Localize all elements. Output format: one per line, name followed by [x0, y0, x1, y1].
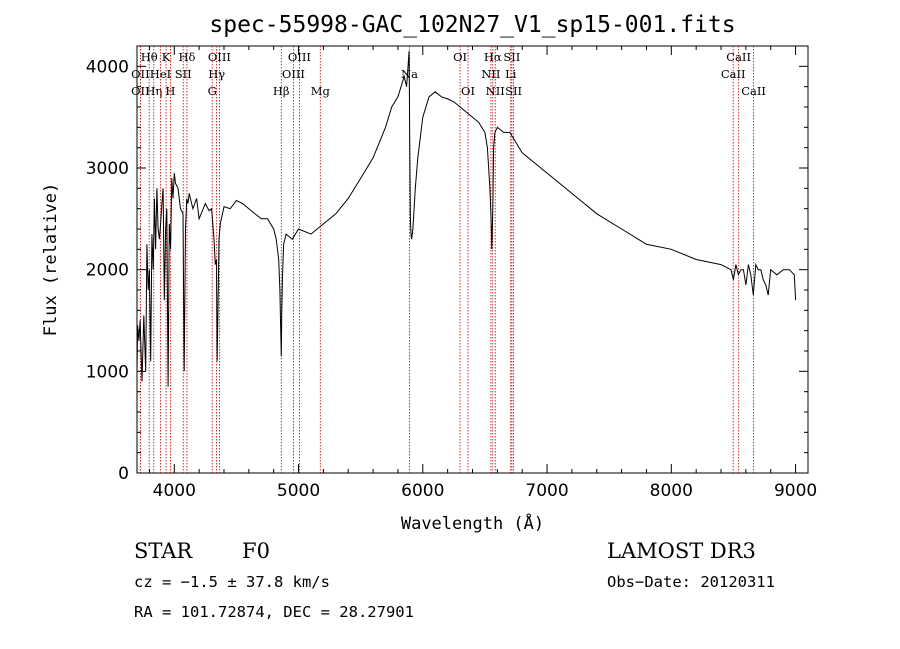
spectral-line-label: OIII: [288, 50, 311, 64]
plot-frame: [136, 45, 809, 474]
spectral-line-label: OIII: [208, 50, 231, 64]
spectral-line-label: NII: [486, 84, 505, 98]
spectral-line-label: OI: [461, 84, 475, 98]
redshift-readout: cz = −1.5 ± 37.8 km/s: [134, 573, 330, 591]
spectral-line-label: Hδ: [178, 50, 195, 64]
spectral-line-label: CaII: [726, 50, 751, 64]
spectral-line-label: NII: [481, 67, 500, 81]
spectrum-series-line: [136, 51, 797, 387]
x-tick-label: 6000: [401, 481, 444, 501]
x-tick-label: 7000: [525, 481, 568, 501]
y-tick-label: 3000: [86, 159, 129, 179]
spectral-line-label: Li: [505, 67, 517, 81]
obs-date: Obs−Date: 20120311: [607, 573, 775, 591]
spectral-line-label: OIII: [282, 67, 305, 81]
x-tick-label: 4000: [153, 481, 196, 501]
object-class: STAR: [134, 539, 193, 563]
spectral-line-label: CaII: [721, 67, 746, 81]
spectral-line-label: SII: [503, 50, 520, 64]
y-tick-label: 4000: [86, 57, 129, 77]
spectral-line-label: Hη: [145, 84, 162, 98]
spectral-line-label: SII: [175, 67, 192, 81]
x-axis-label: Wavelength (Å): [401, 512, 544, 534]
spectral-line-label: SII: [505, 84, 522, 98]
x-tick-label: 5000: [277, 481, 320, 501]
spectral-line-label: Hγ: [208, 67, 225, 81]
spectral-line-label: CaII: [741, 84, 766, 98]
y-tick-label: 2000: [86, 261, 129, 281]
survey-label: LAMOST DR3: [607, 539, 756, 563]
spectral-line-label: H: [165, 84, 175, 98]
spectral-line-label: G: [208, 84, 217, 98]
spectral-line-label: Hθ: [141, 50, 158, 64]
spectral-line-label: Mg: [311, 84, 331, 98]
y-tick-label: 0: [118, 464, 129, 484]
spectral-line-label: OI: [453, 50, 467, 64]
spectral-line-label: K: [162, 50, 171, 64]
y-axis-label: Flux (relative): [41, 183, 61, 337]
x-tick-label: 8000: [650, 481, 693, 501]
spectral-line-label: Hβ: [273, 84, 290, 98]
chart-title: spec-55998-GAC_102N27_V1_sp15-001.fits: [209, 12, 735, 38]
coordinates: RA = 101.72874, DEC = 28.27901: [134, 603, 414, 621]
x-tick-label: 9000: [774, 481, 817, 501]
object-subclass: F0: [242, 539, 270, 563]
spectral-line-label: HeI: [150, 67, 171, 81]
y-tick-label: 1000: [86, 362, 129, 382]
spectral-line-label: Hα: [484, 50, 502, 64]
spectral-line-label: OII: [131, 84, 150, 98]
